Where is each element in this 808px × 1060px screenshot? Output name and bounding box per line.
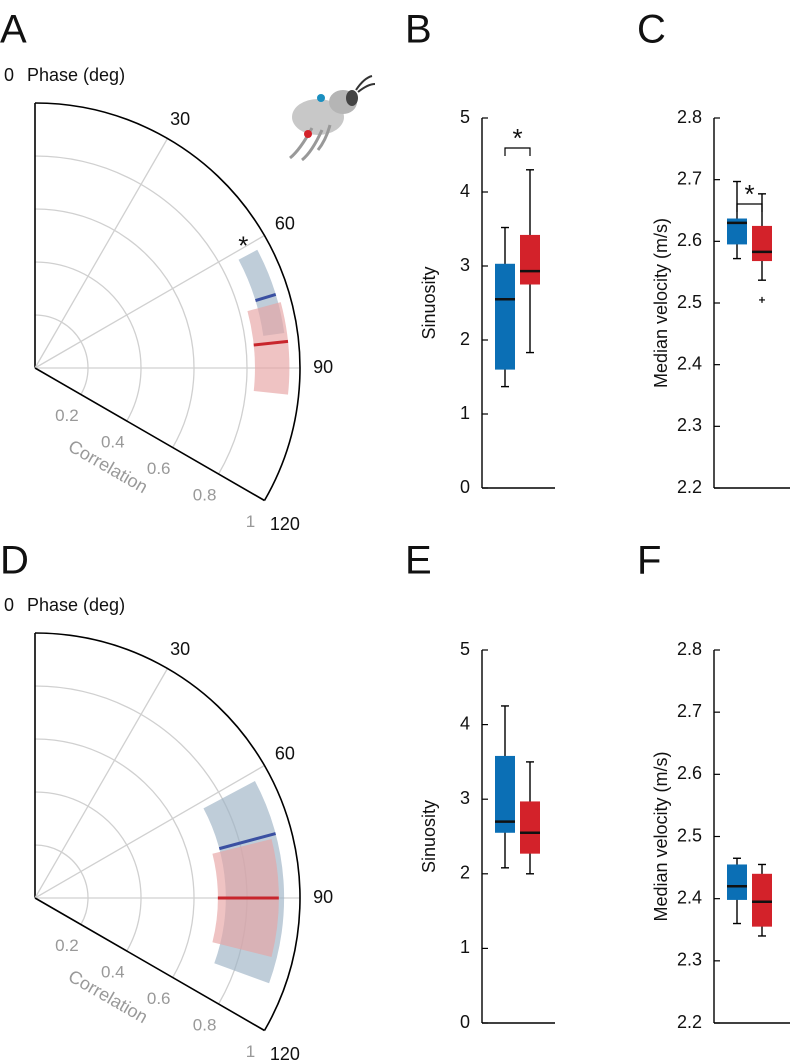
- theta-tick-label: 30: [170, 109, 190, 129]
- y-axis-label: Sinuosity: [419, 800, 439, 873]
- y-tick-label: 2.7: [677, 701, 702, 721]
- grid-line: [34, 138, 169, 369]
- significance-star: *: [512, 123, 522, 153]
- y-tick-label: 2: [460, 863, 470, 883]
- y-tick-label: 1: [460, 937, 470, 957]
- y-tick-label: 2.4: [677, 887, 702, 907]
- outlier: [759, 296, 765, 303]
- theta-axis-label: Phase (deg): [27, 595, 125, 615]
- r-tick-label: 0.4: [101, 432, 125, 451]
- y-tick-label: 2.4: [677, 353, 702, 373]
- phase-line: [255, 292, 277, 303]
- panel-letter: F: [637, 539, 661, 583]
- grid-line: [34, 668, 169, 899]
- box: [752, 873, 772, 927]
- y-axis-label: Median velocity (m/s): [651, 218, 671, 388]
- y-tick-label: 5: [460, 639, 470, 659]
- y-tick-label: 2.3: [677, 950, 702, 970]
- theta-tick-label: 60: [275, 744, 295, 764]
- panel-letter: D: [0, 539, 29, 583]
- y-axis-label: Sinuosity: [419, 266, 439, 339]
- panel-letter: A: [0, 8, 27, 52]
- y-tick-label: 2: [460, 329, 470, 349]
- y-axis-label: Median velocity (m/s): [651, 751, 671, 921]
- r-tick-label: 0.2: [55, 936, 79, 955]
- y-tick-label: 2.8: [677, 107, 702, 127]
- theta-tick-label: 120: [270, 514, 300, 534]
- y-tick-label: 2.6: [677, 763, 702, 783]
- theta-tick-label: 120: [270, 1044, 300, 1060]
- box: [727, 864, 747, 900]
- y-tick-label: 2.2: [677, 477, 702, 497]
- r-tick-label: 0.8: [193, 1015, 217, 1034]
- r-tick-label: 0.6: [147, 459, 171, 478]
- r-tick-label: 0.8: [193, 485, 217, 504]
- y-tick-label: 2.7: [677, 168, 702, 188]
- grid-line: [34, 764, 265, 899]
- phase-band: [247, 302, 290, 395]
- y-tick-label: 3: [460, 788, 470, 808]
- y-tick-label: 2.3: [677, 415, 702, 435]
- outer-arc: [34, 632, 301, 1031]
- box: [520, 234, 540, 285]
- phase-line: [253, 339, 289, 347]
- y-tick-label: 2.6: [677, 230, 702, 250]
- y-tick-label: 0: [460, 1012, 470, 1032]
- box: [727, 218, 747, 245]
- r-tick-label: 0.4: [101, 962, 125, 981]
- y-tick-label: 0: [460, 477, 470, 497]
- grid-line: [34, 234, 265, 369]
- y-tick-label: 2.8: [677, 639, 702, 659]
- theta-tick-label: 0: [4, 65, 14, 85]
- theta-tick-label: 90: [313, 357, 333, 377]
- y-tick-label: 4: [460, 713, 470, 733]
- panel-letter: B: [405, 8, 432, 52]
- panel-letter: C: [637, 8, 666, 52]
- significance-bracket: [736, 203, 763, 212]
- theta-tick-label: 30: [170, 639, 190, 659]
- grid-circle: [34, 155, 248, 475]
- box: [495, 755, 515, 833]
- axis-line: [34, 367, 265, 502]
- axis-line: [34, 897, 265, 1032]
- y-tick-label: 2.5: [677, 292, 702, 312]
- r-tick-label: 0.2: [55, 406, 79, 425]
- outer-arc: [34, 102, 301, 501]
- theta-tick-label: 60: [275, 214, 295, 234]
- box: [495, 263, 515, 370]
- theta-axis-label: Phase (deg): [27, 65, 125, 85]
- r-tick-label: 1: [246, 1042, 255, 1060]
- theta-tick-label: 0: [4, 595, 14, 615]
- significance-star: *: [744, 179, 754, 209]
- significance-star: *: [238, 231, 248, 261]
- phase-line: [218, 832, 277, 851]
- box: [520, 801, 540, 854]
- y-tick-label: 4: [460, 181, 470, 201]
- r-tick-label: 1: [246, 512, 255, 531]
- grid-circle: [34, 685, 248, 1005]
- panel-letter: E: [405, 539, 432, 583]
- r-tick-label: 0.6: [147, 989, 171, 1008]
- y-tick-label: 2.5: [677, 825, 702, 845]
- y-tick-label: 1: [460, 403, 470, 423]
- box: [752, 225, 772, 262]
- fly-icon: [289, 75, 376, 162]
- y-tick-label: 5: [460, 107, 470, 127]
- significance-bracket: [504, 147, 531, 156]
- y-tick-label: 2.2: [677, 1012, 702, 1032]
- theta-tick-label: 90: [313, 887, 333, 907]
- y-tick-label: 3: [460, 255, 470, 275]
